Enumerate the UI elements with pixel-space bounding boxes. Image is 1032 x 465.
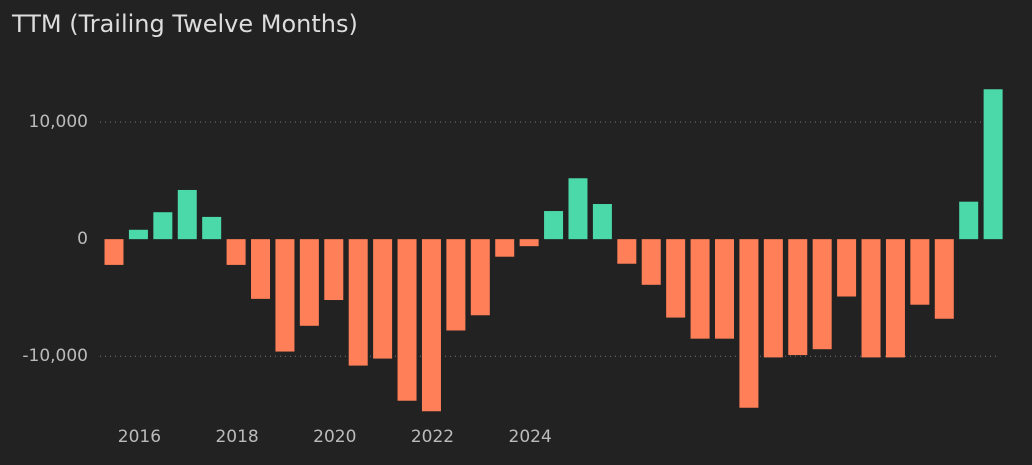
bar bbox=[739, 239, 759, 408]
bar bbox=[641, 239, 661, 285]
bar bbox=[544, 211, 564, 240]
bar bbox=[348, 239, 368, 366]
x-tick-label: 2016 bbox=[118, 427, 161, 447]
x-tick-label: 2024 bbox=[509, 427, 552, 447]
y-tick-label: -10,000 bbox=[22, 346, 88, 366]
y-tick-label: 10,000 bbox=[29, 112, 88, 132]
x-tick-label: 2022 bbox=[411, 427, 454, 447]
bar bbox=[495, 239, 515, 257]
bar bbox=[251, 239, 271, 299]
bar bbox=[861, 239, 881, 358]
bar bbox=[666, 239, 686, 318]
bar bbox=[715, 239, 734, 339]
bar bbox=[812, 239, 832, 350]
bar bbox=[910, 239, 930, 305]
bar bbox=[446, 239, 466, 331]
bar bbox=[153, 212, 173, 240]
bar bbox=[226, 239, 246, 265]
bar bbox=[519, 239, 539, 247]
bar bbox=[421, 239, 441, 412]
bar bbox=[104, 239, 124, 265]
bar bbox=[128, 229, 148, 240]
bar bbox=[299, 239, 319, 326]
bar bbox=[934, 239, 954, 319]
x-tick-label: 2018 bbox=[215, 427, 258, 447]
bar bbox=[470, 239, 490, 316]
bar bbox=[983, 89, 1003, 240]
bar bbox=[324, 239, 344, 301]
bar bbox=[763, 239, 783, 358]
bar bbox=[959, 201, 979, 240]
bar bbox=[275, 239, 295, 352]
y-tick-label: 0 bbox=[77, 229, 88, 249]
bar bbox=[788, 239, 808, 356]
bar bbox=[885, 239, 905, 358]
bar bbox=[397, 239, 417, 401]
bar bbox=[373, 239, 393, 359]
bar bbox=[837, 239, 857, 297]
bar bbox=[592, 204, 612, 240]
bar bbox=[617, 239, 637, 264]
bar bbox=[177, 189, 197, 240]
bar bbox=[568, 178, 588, 240]
bar bbox=[202, 216, 222, 240]
chart-title: TTM (Trailing Twelve Months) bbox=[11, 10, 358, 38]
bar bbox=[690, 239, 710, 339]
x-tick-label: 2020 bbox=[313, 427, 356, 447]
